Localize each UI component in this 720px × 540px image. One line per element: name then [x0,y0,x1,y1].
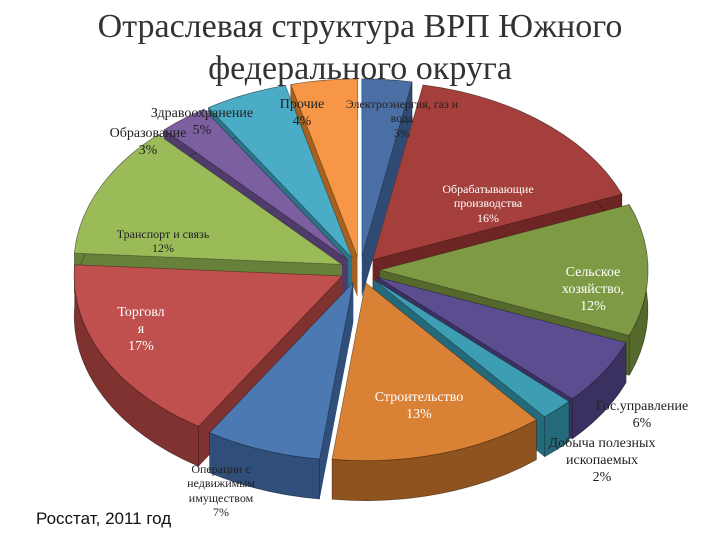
label-realestate-name: Операции с недвижимым имуществом [187,462,255,505]
pie-slice-construction [331,281,538,502]
pie-slice-electro [361,78,413,297]
label-trade-value: 17% [128,338,154,354]
label-health: Здравоохранение 5% [138,106,266,140]
chart-title-line-2: федерального округа [208,50,512,87]
label-government-value: 6% [632,415,652,431]
pie-slice-top-health [207,85,353,259]
label-health-name: Здравоохранение [150,106,254,121]
label-health-value: 5% [192,122,212,138]
label-other-value: 4% [292,113,312,129]
pie-slice-top-manufacturing [372,84,623,261]
label-construction-value: 13% [406,406,432,422]
label-realestate: Операции с недвижимым имуществом 7% [168,462,274,520]
label-education-value: 3% [138,142,158,158]
label-electro-value: 3% [394,125,410,140]
label-manufacturing-name: Обрабатывающие производства [442,182,534,211]
pie-slice-top-agriculture [378,204,649,336]
source-note: Росстат, 2011 год [36,509,172,528]
label-other: Прочие 4% [270,97,334,131]
pie-slice-top-other [290,78,358,258]
pie-slice-wall-electro-1 [361,82,413,297]
label-trade-name-b: я [137,321,145,337]
label-education-name: Образование [109,126,187,141]
label-manufacturing: Обрабатывающие производства 16% [432,182,544,225]
pie-slice-top-transport [73,134,344,265]
pie-slice-top-electro [361,78,413,258]
label-trade-name-a: Торговл [117,305,165,320]
label-realestate-value: 7% [213,505,229,520]
pie-slice-realestate [208,281,354,500]
label-other-name: Прочие [279,97,325,112]
label-transport: Транспорт и связь 12% [104,227,222,256]
label-transport-name: Транспорт и связь [116,227,210,241]
label-trade: Торговл я 17% [108,305,174,355]
pie-slice-top-realestate [208,281,354,460]
label-mining: Добыча полезных ископаемых 2% [540,436,664,486]
pie-slice-wall-realestate-0 [319,282,354,499]
label-manufacturing-value: 16% [477,210,499,225]
label-government-name: Гос.управление [595,399,689,414]
label-agriculture-value: 12% [580,298,606,314]
label-mining-name: Добыча полезных ископаемых [548,436,656,468]
label-electro: Электроэнергия, газ и вода 3% [338,97,466,140]
pie-slice-top-construction [331,281,538,462]
label-agriculture: Сельское хозяйство, 12% [548,265,638,315]
chart-title: Отраслевая структура ВРП Южного федераль… [0,6,720,90]
label-government: Гос.управление 6% [584,399,700,433]
label-construction: Строительство 13% [360,390,478,424]
pie-slice-top-education [163,108,348,260]
label-construction-name: Строительство [374,390,464,405]
label-transport-value: 12% [152,241,174,256]
pie-slice-top-mining [373,279,570,418]
pie-slice-top-trade [73,264,344,427]
label-electro-name: Электроэнергия, газ и вода [345,97,459,126]
pie-slice-top-government [376,276,627,400]
label-mining-value: 2% [592,469,612,485]
label-education: Образование 3% [98,126,198,160]
chart-title-line-1: Отраслевая структура ВРП Южного [97,8,623,45]
label-agriculture-name: Сельское хозяйство, [561,265,625,297]
